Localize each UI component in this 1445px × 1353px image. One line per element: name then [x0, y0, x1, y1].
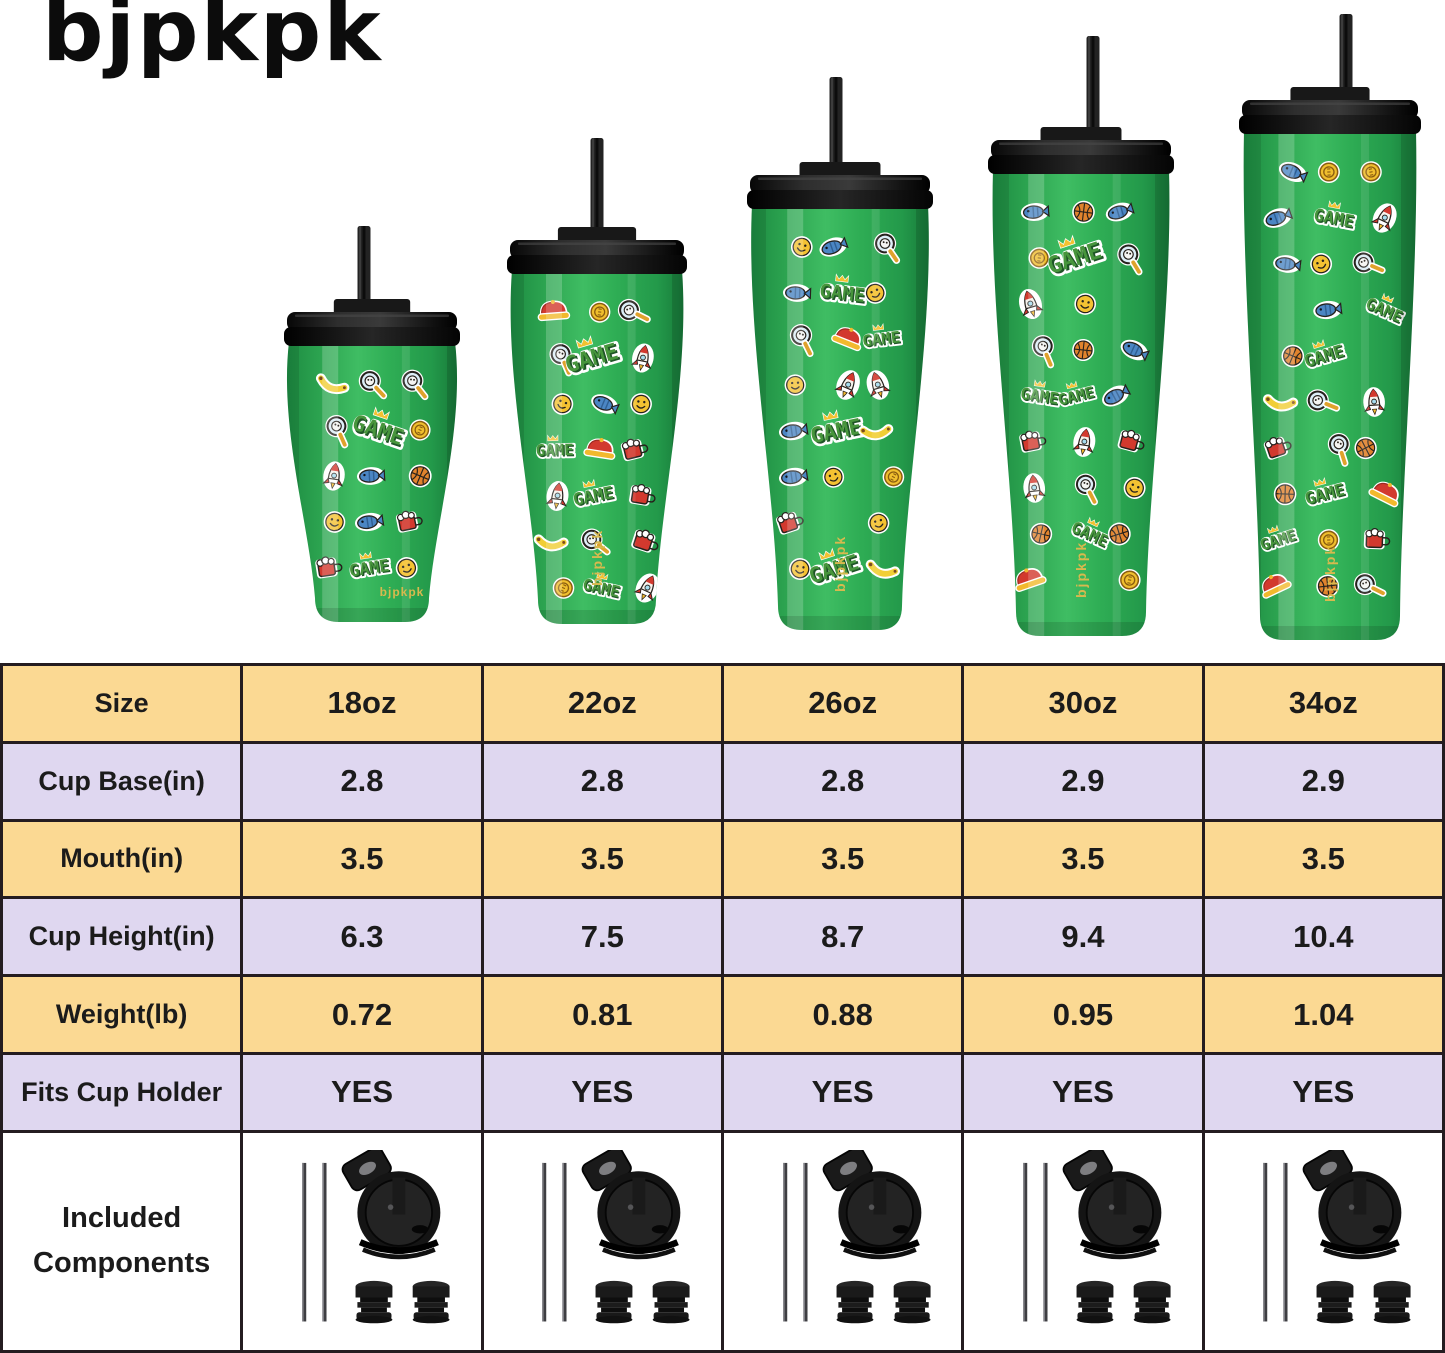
- tumbler-lineup-graphic: GAME GAME: [284, 14, 1421, 640]
- included-label-line1: Included: [62, 1202, 182, 1235]
- cell-mouth-34oz: 3.5: [1201, 818, 1445, 900]
- row-label-mouth: Mouth(in): [0, 818, 244, 900]
- cell-weight-22oz: 0.81: [480, 974, 724, 1055]
- included-components-cell-30oz: [961, 1129, 1205, 1353]
- row-label-included-components: Included Components: [0, 1129, 244, 1353]
- flip-lid: [747, 162, 933, 209]
- cup-brand-mark: bjpkpk: [1073, 541, 1089, 598]
- included-components-cell-26oz: [720, 1129, 965, 1353]
- stoppers-icon: [355, 1280, 450, 1324]
- row-label-size: Size: [0, 663, 244, 744]
- cell-fits-cup-holder-22oz: YES: [480, 1051, 724, 1133]
- cell-mouth-30oz: 3.5: [961, 818, 1205, 900]
- cup-brand-mark: bjpkpk: [832, 535, 848, 592]
- tumbler-30oz: bjpkpk: [988, 36, 1174, 636]
- straw: [1339, 14, 1353, 106]
- included-components-graphic: [542, 1149, 690, 1324]
- cell-weight-18oz: 0.72: [240, 974, 484, 1055]
- cup-brand-mark: bjpkpk: [380, 585, 425, 599]
- flip-lid: [988, 127, 1174, 174]
- cup-brand-mark: bjpkpk: [589, 529, 605, 586]
- straws-icon: [302, 1162, 327, 1322]
- cell-cup-base-26oz: 2.8: [720, 740, 965, 822]
- size-comparison-table: Size 18oz 22oz 26oz 30oz 34oz Cup Base(in) 2.8 2…: [0, 663, 1445, 1353]
- flip-lid: [284, 299, 460, 346]
- cell-cup-height-34oz: 10.4: [1201, 896, 1445, 978]
- flip-lid: [507, 227, 687, 274]
- included-components-graphic: [1023, 1149, 1171, 1324]
- included-components-graphic: [302, 1149, 450, 1324]
- table-row-mouth: Mouth(in) 3.5 3.5 3.5 3.5 3.5: [0, 818, 1445, 900]
- cell-cup-height-30oz: 9.4: [961, 896, 1205, 978]
- tumbler-34oz: bjpkpk: [1239, 14, 1421, 640]
- flip-lid-icon: [341, 1149, 441, 1260]
- tumbler-26oz: bjpkpk: [747, 77, 933, 630]
- stoppers-icon: [1076, 1280, 1171, 1324]
- flip-lid-icon: [1302, 1149, 1402, 1260]
- flip-lid-icon: [1062, 1149, 1162, 1260]
- included-label-line2: Components: [33, 1247, 211, 1280]
- table-row-cup-height: Cup Height(in) 6.3 7.5 8.7 9.4 10.4: [0, 896, 1445, 978]
- table-row-included-components: Included Components: [0, 1129, 1445, 1353]
- flip-lid: [1239, 87, 1421, 134]
- table-row-weight: Weight(lb) 0.72 0.81 0.88 0.95 1.04: [0, 974, 1445, 1055]
- cell-cup-height-18oz: 6.3: [240, 896, 484, 978]
- cell-fits-cup-holder-30oz: YES: [961, 1051, 1205, 1133]
- tumbler-18oz: bjpkpk: [284, 226, 460, 622]
- cell-size-18oz: 18oz: [240, 663, 484, 744]
- cell-fits-cup-holder-34oz: YES: [1201, 1051, 1445, 1133]
- cell-size-34oz: 34oz: [1201, 663, 1445, 744]
- tumbler-22oz: bjpkpk: [507, 138, 687, 624]
- flip-lid-icon: [822, 1149, 921, 1260]
- cell-cup-height-22oz: 7.5: [480, 896, 724, 978]
- cell-fits-cup-holder-26oz: YES: [720, 1051, 965, 1133]
- straws-icon: [782, 1162, 808, 1322]
- stoppers-icon: [595, 1280, 690, 1324]
- cell-weight-26oz: 0.88: [720, 974, 965, 1055]
- straws-icon: [542, 1162, 567, 1322]
- cell-cup-base-30oz: 2.9: [961, 740, 1205, 822]
- cell-mouth-26oz: 3.5: [720, 818, 965, 900]
- stoppers-icon: [836, 1280, 931, 1324]
- included-components-cell-22oz: [480, 1129, 724, 1353]
- cell-fits-cup-holder-18oz: YES: [240, 1051, 484, 1133]
- row-label-cup-height: Cup Height(in): [0, 896, 244, 978]
- flip-lid-icon: [581, 1149, 681, 1260]
- row-label-weight: Weight(lb): [0, 974, 244, 1055]
- cell-cup-base-18oz: 2.8: [240, 740, 484, 822]
- cell-size-22oz: 22oz: [480, 663, 724, 744]
- cell-cup-base-34oz: 2.9: [1201, 740, 1445, 822]
- cell-cup-height-26oz: 8.7: [720, 896, 965, 978]
- included-components-cell-18oz: [240, 1129, 484, 1353]
- straw: [590, 138, 604, 246]
- cell-weight-34oz: 1.04: [1201, 974, 1445, 1055]
- product-lineup: GAME GAME: [0, 0, 1445, 663]
- cell-mouth-18oz: 3.5: [240, 818, 484, 900]
- table-row-fits-cup-holder: Fits Cup Holder YES YES YES YES YES: [0, 1051, 1445, 1133]
- included-components-cell-34oz: [1201, 1129, 1445, 1353]
- included-components-graphic: [1263, 1149, 1411, 1324]
- straw: [829, 77, 843, 181]
- straws-icon: [1263, 1162, 1288, 1322]
- brand-logo: bjpkpk: [42, 0, 383, 81]
- cell-mouth-22oz: 3.5: [480, 818, 724, 900]
- table-row-cup-base: Cup Base(in) 2.8 2.8 2.8 2.9 2.9: [0, 740, 1445, 822]
- cell-size-30oz: 30oz: [961, 663, 1205, 744]
- straw: [1086, 36, 1100, 146]
- straw: [357, 226, 371, 318]
- cell-cup-base-22oz: 2.8: [480, 740, 724, 822]
- table-row-size: Size 18oz 22oz 26oz 30oz 34oz: [0, 663, 1445, 744]
- straws-icon: [1023, 1162, 1048, 1322]
- row-label-cup-base: Cup Base(in): [0, 740, 244, 822]
- cup-brand-mark: bjpkpk: [1322, 545, 1338, 602]
- included-components-graphic: [782, 1149, 931, 1324]
- stoppers-icon: [1316, 1280, 1411, 1324]
- row-label-fits-cup-holder: Fits Cup Holder: [0, 1051, 244, 1133]
- cell-size-26oz: 26oz: [720, 663, 965, 744]
- cell-weight-30oz: 0.95: [961, 974, 1205, 1055]
